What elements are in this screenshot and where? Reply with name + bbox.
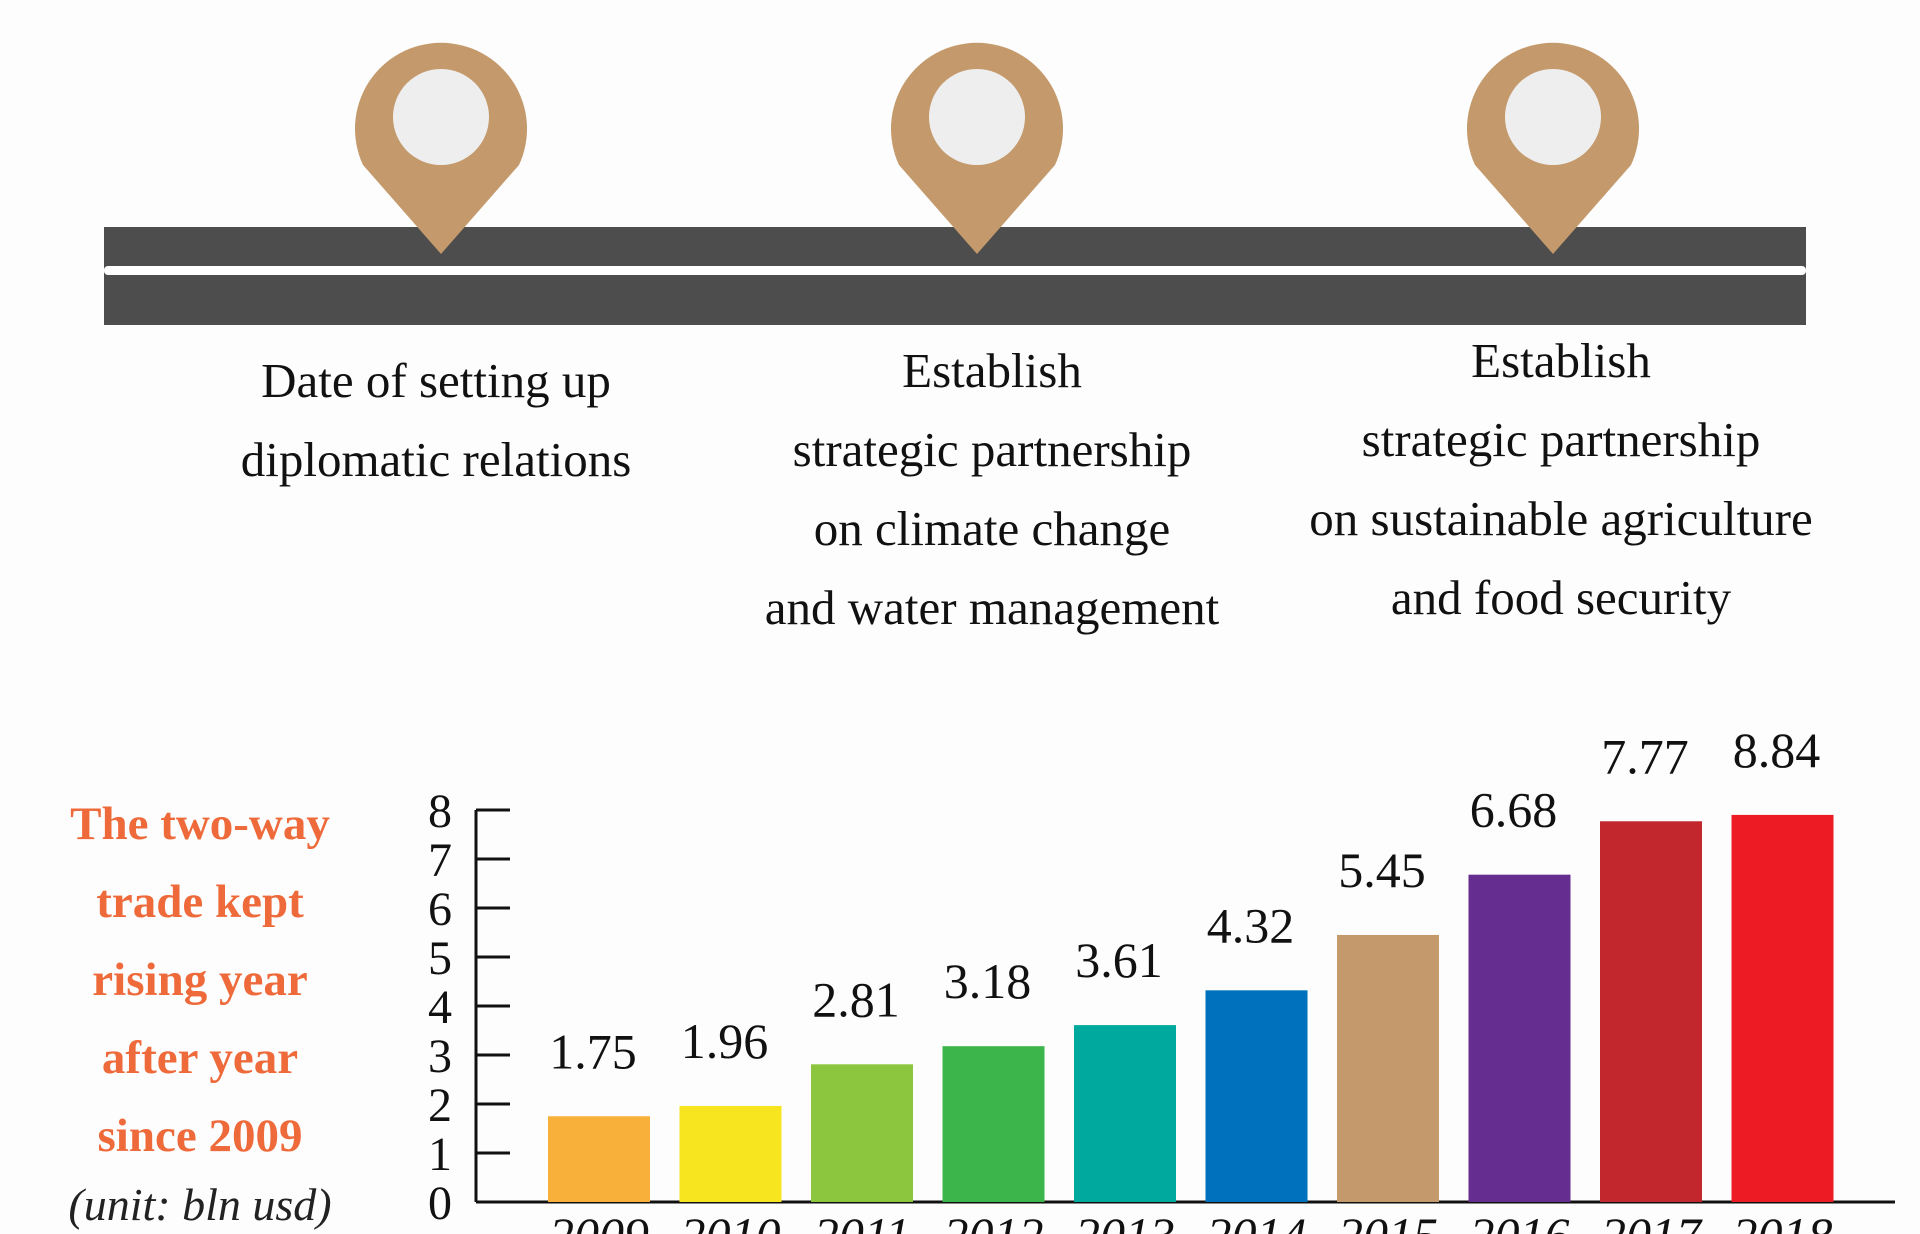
bar-2009 — [548, 1116, 650, 1202]
y-tick-label: 1 — [428, 1128, 452, 1181]
location-pin-icon — [354, 42, 527, 254]
milestone-line: strategic partnership — [792, 422, 1192, 477]
bar-2018 — [1731, 814, 1834, 1202]
location-pin-icon — [891, 42, 1063, 254]
bar-2014 — [1205, 990, 1308, 1202]
value-label: 1.96 — [681, 1013, 769, 1069]
category-label: 2010 — [681, 1207, 781, 1234]
value-label: 8.84 — [1733, 722, 1821, 778]
milestone-line: on climate change — [813, 501, 1171, 556]
bar-2015 — [1337, 934, 1439, 1202]
milestone-2-text: Establish strategic partnership on climate… — [672, 331, 1312, 647]
trade-note: The two-way trade kept rising year after ye… — [20, 785, 380, 1175]
milestone-line: Establish — [902, 343, 1082, 398]
category-label: 2009 — [549, 1207, 649, 1234]
note-line: rising year — [92, 954, 308, 1006]
bar-2012 — [942, 1046, 1045, 1202]
value-label: 1.75 — [549, 1023, 637, 1079]
bar-2017 — [1600, 821, 1702, 1202]
y-tick-label: 5 — [428, 932, 452, 985]
location-pin-icon — [1466, 42, 1639, 254]
value-label: 5.45 — [1338, 842, 1426, 898]
y-tick-label: 4 — [428, 981, 452, 1034]
value-label: 7.77 — [1601, 728, 1689, 784]
y-tick-label: 8 — [428, 785, 452, 838]
value-label: 4.32 — [1207, 897, 1295, 953]
value-label: 3.18 — [944, 953, 1032, 1009]
bar-2010 — [679, 1105, 782, 1202]
bar-2016 — [1468, 874, 1571, 1202]
note-line: after year — [101, 1032, 299, 1084]
timeline-road — [104, 227, 1806, 325]
category-label: 2017 — [1601, 1207, 1703, 1234]
category-label: 2015 — [1338, 1207, 1438, 1234]
note-line: since 2009 — [97, 1110, 303, 1162]
milestone-line: Establish — [1471, 333, 1651, 388]
y-tick-label: 6 — [428, 883, 452, 936]
category-label: 2013 — [1075, 1207, 1175, 1234]
category-label: 2011 — [814, 1207, 910, 1234]
milestone-line: Date of setting up — [261, 353, 611, 408]
milestone-1-text: Date of setting up diplomatic relations — [116, 341, 756, 499]
y-tick-label: 7 — [428, 834, 452, 887]
category-label: 2016 — [1470, 1207, 1570, 1234]
milestone-line: strategic partnership — [1361, 412, 1761, 467]
milestone-line: and water management — [764, 580, 1220, 635]
y-tick-label: 3 — [428, 1030, 452, 1083]
category-label: 2012 — [944, 1207, 1044, 1234]
value-label: 2.81 — [812, 971, 900, 1027]
milestone-line: on sustainable agriculture — [1309, 491, 1813, 546]
timeline-graphic — [104, 42, 1806, 325]
y-tick-label: 0 — [428, 1177, 452, 1230]
note-line: The two-way — [70, 798, 330, 850]
bar-2011 — [811, 1064, 913, 1202]
value-label: 3.61 — [1075, 932, 1163, 988]
unit-note: (unit: bln usd) — [68, 1179, 332, 1230]
category-label: 2018 — [1733, 1207, 1833, 1234]
note-line: trade kept — [96, 876, 304, 928]
y-tick-label: 2 — [428, 1079, 452, 1132]
milestone-3-text: Establish strategic partnership on sustain… — [1241, 321, 1881, 637]
category-label: 2014 — [1207, 1207, 1307, 1234]
timeline-road-stripe — [104, 266, 1806, 275]
milestone-line: diplomatic relations — [240, 432, 632, 487]
bar-2013 — [1074, 1025, 1176, 1202]
value-label: 6.68 — [1470, 782, 1558, 838]
milestone-line: and food security — [1390, 570, 1732, 625]
